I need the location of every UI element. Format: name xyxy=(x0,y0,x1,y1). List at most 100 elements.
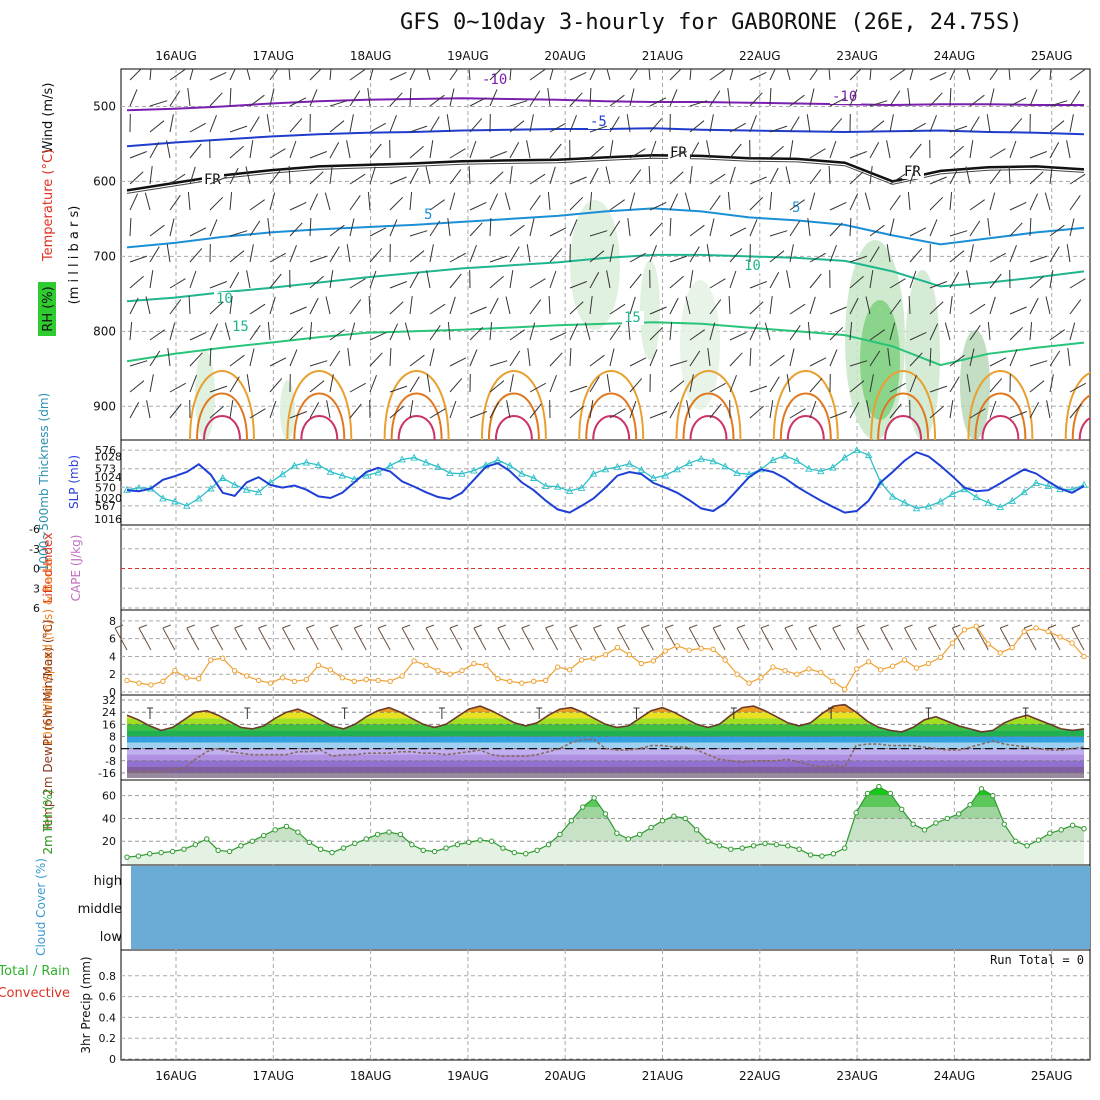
wind-barb xyxy=(886,244,891,263)
wind-barb xyxy=(369,352,383,367)
wind-barb xyxy=(429,303,446,315)
wind-speed-point xyxy=(698,645,704,652)
wind-barb xyxy=(129,89,138,107)
wind-barb xyxy=(908,295,911,315)
wind-barb xyxy=(309,402,320,419)
wind-barb xyxy=(709,382,726,393)
rh-point xyxy=(978,786,985,792)
date-label-bottom: 20AUG xyxy=(544,1069,586,1083)
rh-point xyxy=(659,818,666,824)
thickness-point xyxy=(553,482,562,490)
wind-barb xyxy=(684,192,691,211)
wind-barb xyxy=(949,272,960,289)
temp-band xyxy=(127,736,1084,743)
wind10m-barb xyxy=(880,627,894,651)
wind-barb xyxy=(469,140,477,159)
wind10m-barb xyxy=(1071,624,1081,629)
wind-speed-point xyxy=(842,686,848,693)
thickness-point xyxy=(661,471,670,479)
wind10m-barb xyxy=(784,624,794,629)
wind-barb xyxy=(609,244,614,263)
rh-point xyxy=(773,841,780,848)
wind-speed-point xyxy=(351,678,357,685)
wind-barb xyxy=(469,222,483,237)
wind-barb xyxy=(269,400,277,419)
thickness-point xyxy=(769,456,777,464)
wind-barb xyxy=(209,323,219,341)
wind-barb xyxy=(329,69,332,81)
warm-isotherm xyxy=(300,415,339,440)
wind-barb xyxy=(469,306,487,315)
wind-speed-point xyxy=(519,680,525,686)
thickness-point xyxy=(805,464,813,472)
wind-barb xyxy=(929,115,937,133)
wind-barb xyxy=(229,87,232,107)
wind-barb xyxy=(749,347,752,367)
wind-speed-point xyxy=(1033,625,1039,631)
wind-barb xyxy=(489,171,504,185)
wind-barb xyxy=(1029,217,1032,237)
wind-barb xyxy=(289,306,307,315)
wind10m-barb xyxy=(904,624,913,629)
wind-speed-point xyxy=(339,675,346,681)
wind-barb xyxy=(949,125,968,133)
rh-point xyxy=(454,841,461,848)
wind-barb xyxy=(489,360,508,367)
wind-barb xyxy=(449,378,463,393)
wind-barb xyxy=(129,380,145,393)
wind-speed-point xyxy=(937,654,944,661)
wind-barb xyxy=(529,218,535,237)
contour-label: -10 xyxy=(832,89,857,105)
temp-band xyxy=(127,748,1084,755)
thickness-ylabel: 1000~500mb Thickness (dm) xyxy=(37,393,51,571)
wind-barb xyxy=(229,125,248,133)
wind-barb xyxy=(829,222,843,237)
rh-shading xyxy=(960,330,990,440)
wind-barb xyxy=(529,173,546,185)
wind-barb xyxy=(749,281,767,289)
wind10m-barb xyxy=(258,624,267,629)
wind-barb xyxy=(989,296,996,315)
wind-barb xyxy=(909,143,922,159)
isotherm-line xyxy=(126,207,1085,249)
wind-barb xyxy=(969,244,974,263)
wind-barb xyxy=(889,382,906,393)
wind-barb xyxy=(729,122,746,133)
wind-barb xyxy=(529,322,536,341)
thickness-point xyxy=(422,458,430,466)
wind-barb xyxy=(569,71,587,81)
wind10m-barb xyxy=(1071,627,1085,651)
wind-barb xyxy=(309,217,312,237)
thickness-point xyxy=(183,501,191,509)
warm-isotherm xyxy=(974,392,1027,440)
wind-barb xyxy=(309,297,319,315)
rh-point xyxy=(272,827,278,833)
wind-barb xyxy=(689,142,700,159)
wind-barb xyxy=(809,169,822,185)
thickness-point xyxy=(1032,479,1040,486)
wind-barb xyxy=(425,166,431,185)
wind-barb xyxy=(629,296,636,315)
wind-barb xyxy=(149,224,165,237)
wind-speed-point xyxy=(315,662,322,669)
thickness-point xyxy=(541,482,550,489)
rh-point xyxy=(466,839,472,846)
wind-barb xyxy=(649,326,664,341)
warm-isotherm xyxy=(1078,417,1090,440)
wind-barb xyxy=(809,378,823,393)
wind-barb xyxy=(785,166,791,185)
wind-barb xyxy=(569,405,584,419)
wind-barb xyxy=(709,322,716,341)
temp-tick-label: 32 xyxy=(102,694,116,707)
wind-barb xyxy=(629,192,636,211)
wind-barb xyxy=(469,201,487,211)
wind-speed-point xyxy=(854,666,860,672)
wind-barb xyxy=(809,148,826,159)
wind-barb xyxy=(669,69,682,81)
wind-barb xyxy=(709,299,722,315)
rh-point xyxy=(1001,821,1007,827)
wind-barb xyxy=(245,166,251,185)
wind-barb xyxy=(889,299,902,315)
wind-barb xyxy=(489,89,498,107)
wind-barb xyxy=(909,122,926,133)
